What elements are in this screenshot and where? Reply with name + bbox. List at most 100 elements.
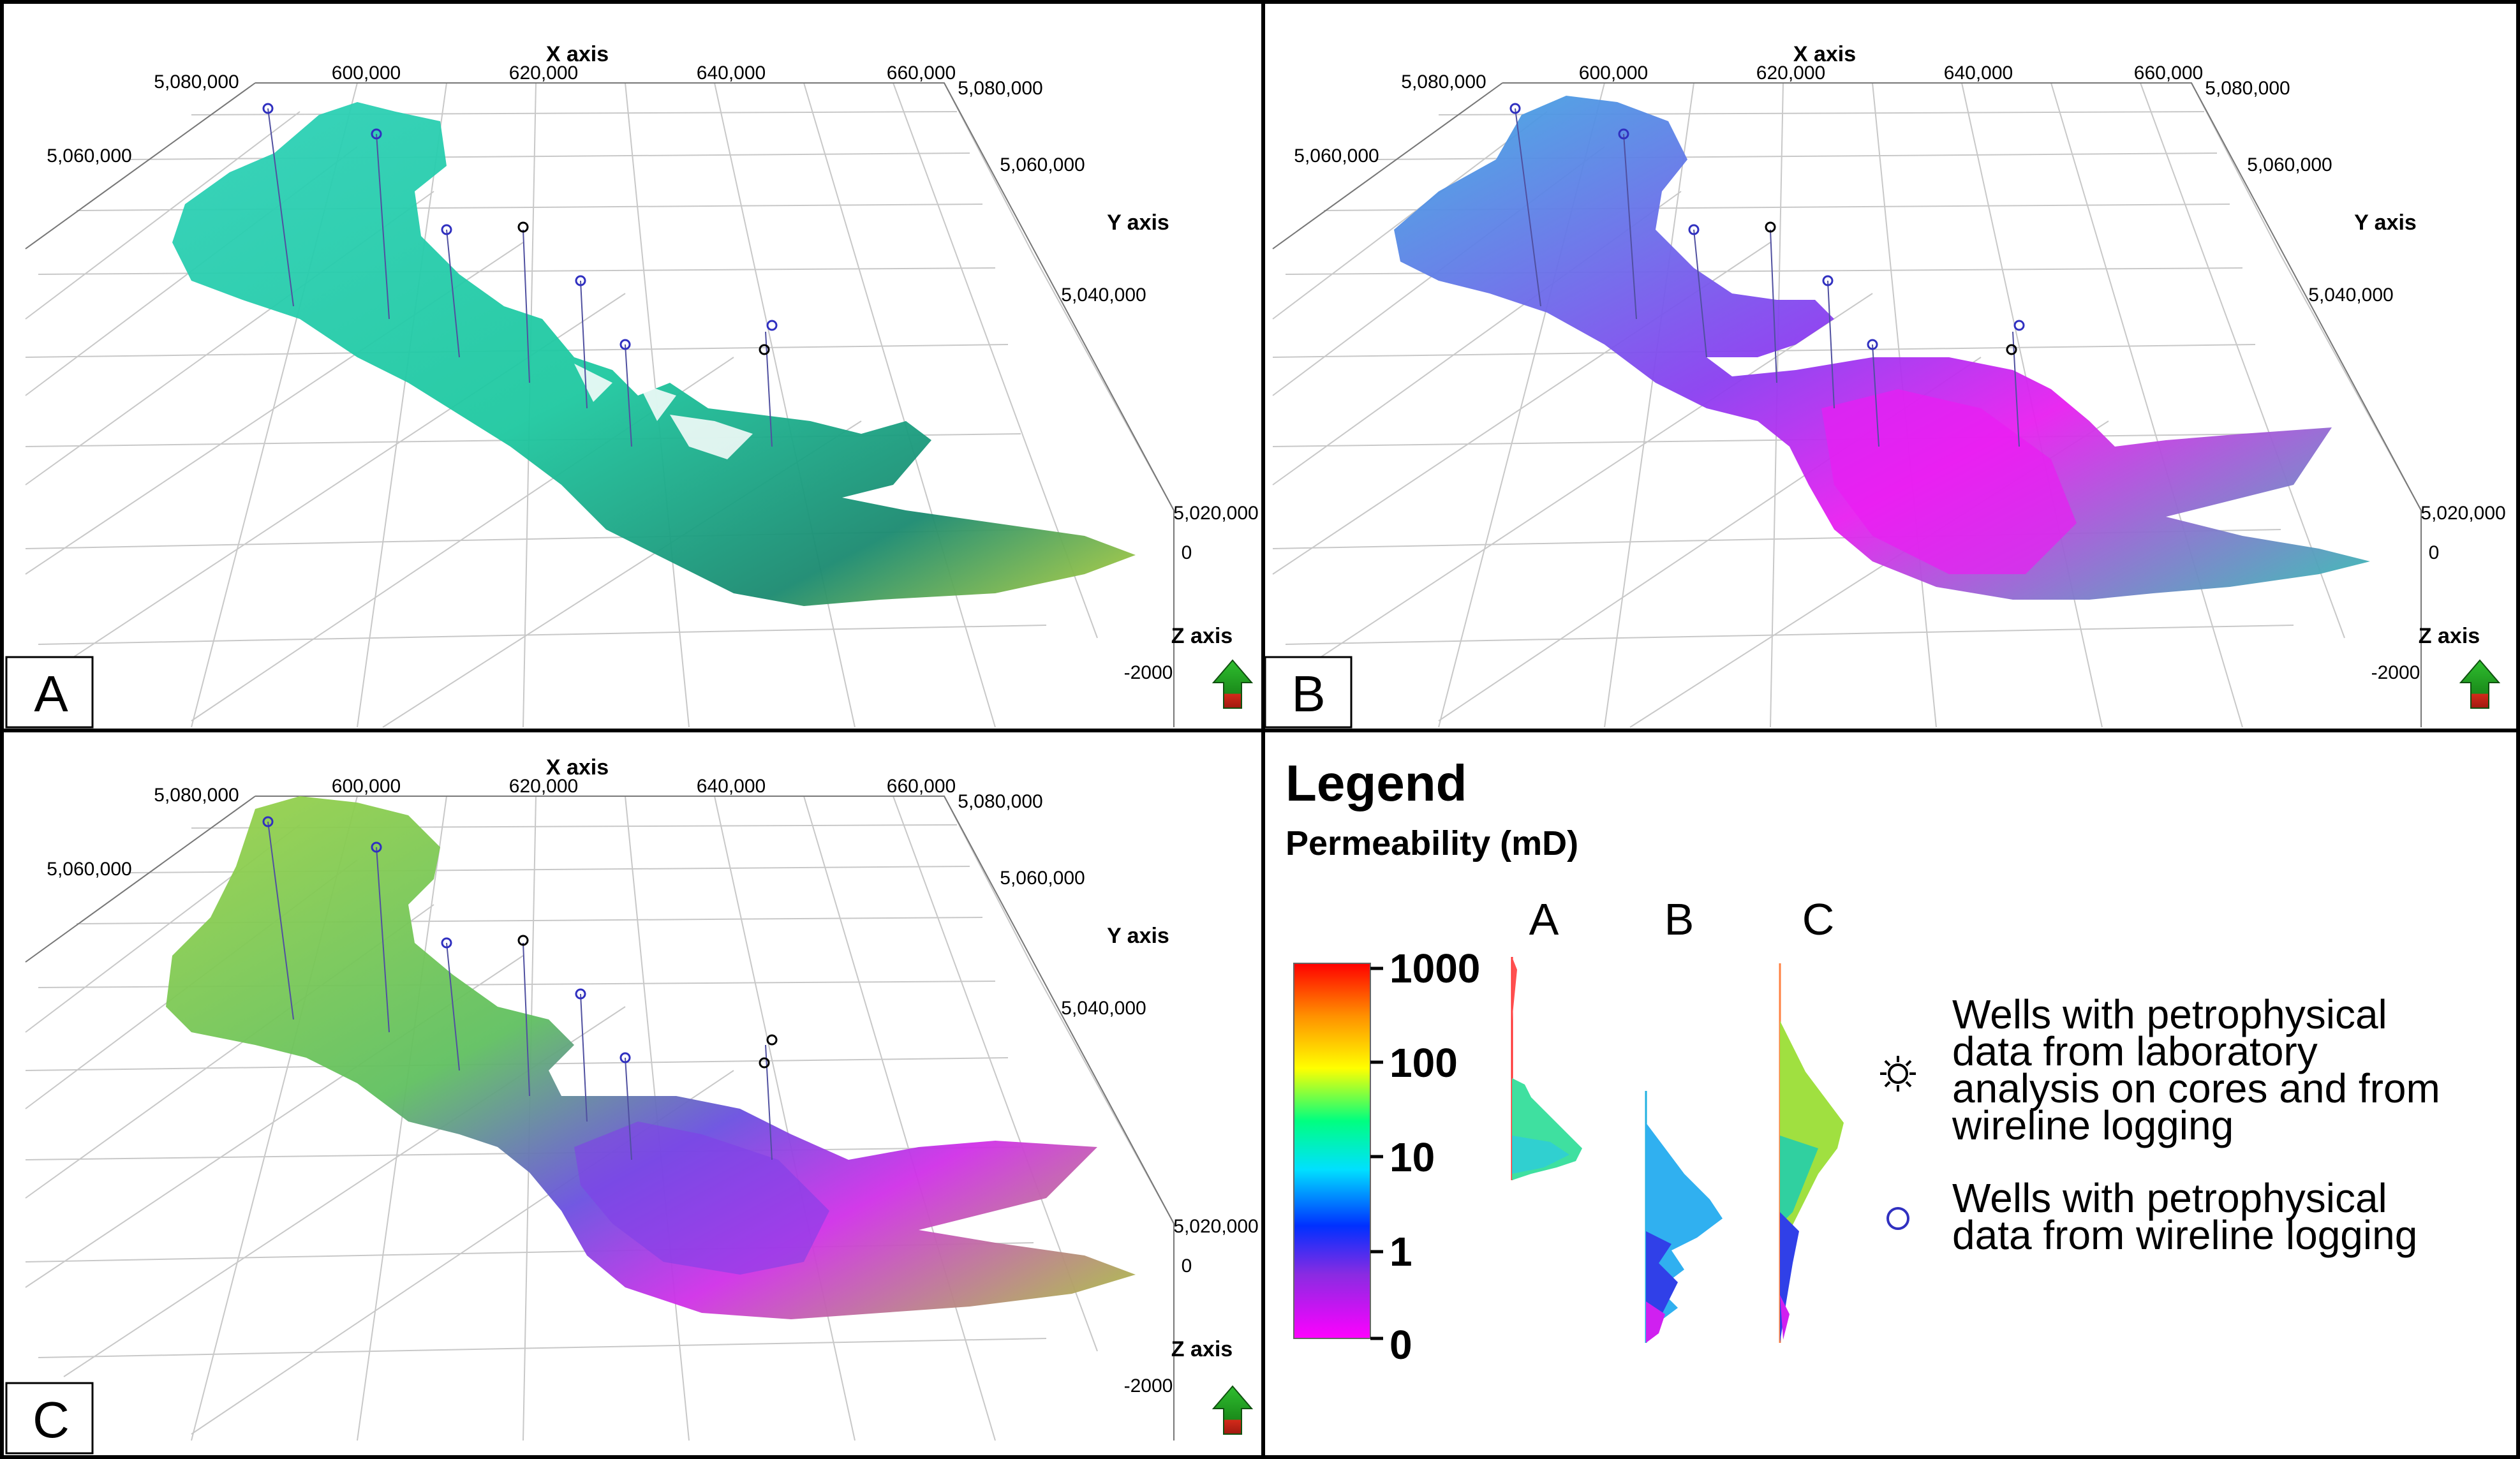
panel-c-core-well-markers: [517, 935, 778, 1069]
scale-ticks: [1370, 966, 1383, 1340]
panel-a-label-box: [5, 656, 94, 729]
y-tick: 5,060,000: [2247, 154, 2332, 175]
x-tick-left: 5,080,000: [154, 71, 239, 93]
x-tick: 640,000: [697, 776, 766, 797]
well-logging-line: data from wireline logging: [1952, 1212, 2417, 1258]
panel-c-wells: [267, 821, 773, 1160]
z-tick: 0: [2429, 542, 2440, 563]
y-tick: 5,040,000: [1061, 998, 1146, 1019]
scale-label: 10: [1390, 1134, 1435, 1180]
y-tick: 5,080,000: [958, 78, 1042, 99]
z-tick: -2000: [1124, 662, 1173, 683]
x-tick: 620,000: [509, 63, 578, 84]
y-tick: 5,060,000: [1000, 154, 1085, 175]
panel-c-box-frame: [25, 796, 1175, 1440]
y-tick: 5,080,000: [958, 791, 1042, 812]
north-arrow-icon: [1212, 659, 1254, 709]
y-axis-label: Y axis: [2354, 211, 2417, 235]
panel-c-label-box: [5, 1382, 94, 1455]
panel-c-reservoir-body: [166, 796, 1136, 1319]
y-tick: 5,080,000: [2205, 78, 2290, 99]
panel-b-well-markers: [1509, 103, 2025, 350]
scale-label: 1000: [1390, 945, 1480, 991]
x-tick: 620,000: [509, 776, 578, 797]
well-core-line: data from laboratory: [1952, 1028, 2318, 1074]
well-logging-legend-text: Wells with petrophysical data from wirel…: [1952, 1175, 2417, 1258]
well-core-line: analysis on cores and from: [1952, 1065, 2440, 1111]
panel-a-well-markers: [262, 103, 778, 350]
panel-b-core-well-markers: [1765, 221, 2017, 355]
left-y-tick: 5,060,000: [47, 145, 131, 167]
panel-a-box-frame: [25, 82, 1175, 727]
panel-a: X axis 5,080,000 600,000 620,000 640,000…: [5, 42, 1259, 729]
x-tick: 660,000: [887, 63, 956, 84]
well-core-line: wireline logging: [1952, 1102, 2234, 1148]
x-tick: 600,000: [332, 63, 401, 84]
scale-label: 0: [1390, 1322, 1412, 1368]
well-core-legend-text: Wells with petrophysical data from labor…: [1952, 991, 2452, 1148]
z-tick: -2000: [2371, 662, 2420, 683]
panel-b-label: B: [1291, 665, 1325, 722]
y-tick: 5,040,000: [1061, 285, 1146, 306]
panel-b: X axis 5,080,000 600,000 620,000 640,000…: [1264, 42, 2506, 729]
histogram-c: [1779, 963, 1844, 1343]
x-tick: 660,000: [2134, 63, 2203, 84]
scale-label: 100: [1390, 1040, 1458, 1086]
y-tick: 5,020,000: [1173, 1216, 1258, 1237]
y-axis-label: Y axis: [1107, 924, 1169, 948]
left-y-tick: 5,060,000: [47, 859, 131, 880]
panel-c-low-perm-zone: [574, 1122, 829, 1275]
x-tick: 640,000: [697, 63, 766, 84]
panel-b-high-perm-zone: [1821, 389, 2077, 574]
x-axis-label: X axis: [546, 42, 609, 66]
legend-title: Legend: [1286, 755, 1467, 811]
legend-column-a: A: [1529, 894, 1559, 944]
x-tick-left: 5,080,000: [1401, 71, 1486, 93]
panel-b-box-frame: [1272, 82, 2422, 727]
x-tick: 660,000: [887, 776, 956, 797]
left-y-tick: 5,060,000: [1294, 145, 1379, 167]
x-axis-label: X axis: [1793, 42, 1856, 66]
legend-column-b: B: [1664, 894, 1694, 944]
z-axis-label: Z axis: [2419, 624, 2480, 648]
histogram-a: [1511, 957, 1582, 1180]
panel-a-data-gaps: [574, 364, 753, 459]
x-tick: 600,000: [332, 776, 401, 797]
z-tick: 0: [1182, 542, 1192, 563]
legend: Legend Permeability (mD) A B C 1000 100 …: [1286, 755, 2452, 1368]
panel-a-core-well-markers: [517, 221, 770, 355]
panel-a-reservoir-body: [172, 102, 1136, 606]
legend-column-c: C: [1802, 894, 1835, 944]
y-tick: 5,040,000: [2308, 285, 2393, 306]
panel-a-wells: [267, 108, 773, 447]
x-tick: 640,000: [1944, 63, 2013, 84]
scale-label: 1: [1390, 1229, 1412, 1275]
panel-a-label: A: [34, 665, 68, 722]
well-core-line: Wells with petrophysical: [1952, 991, 2387, 1037]
z-tick: 0: [1182, 1255, 1192, 1277]
panel-c: X axis 5,080,000 600,000 620,000 640,000…: [5, 755, 1259, 1455]
legend-subtitle: Permeability (mD): [1286, 824, 1578, 863]
x-tick: 600,000: [1579, 63, 1648, 84]
x-axis-label: X axis: [546, 755, 609, 780]
panel-c-well-markers: [262, 816, 631, 1063]
y-axis-label: Y axis: [1107, 211, 1169, 235]
north-arrow-icon: [1212, 1385, 1254, 1435]
x-tick-left: 5,080,000: [154, 785, 239, 806]
panel-b-label-box: [1264, 656, 1353, 729]
z-axis-label: Z axis: [1171, 624, 1233, 648]
x-tick: 620,000: [1756, 63, 1825, 84]
z-tick: -2000: [1124, 1375, 1173, 1396]
panel-b-reservoir-body: [1394, 96, 2370, 600]
well-logging-line: Wells with petrophysical: [1952, 1175, 2387, 1221]
panel-b-wells: [1515, 108, 2020, 447]
y-tick: 5,020,000: [1173, 503, 1258, 524]
north-arrow-icon: [2459, 659, 2501, 709]
permeability-color-scale: [1293, 963, 1371, 1339]
panel-c-label: C: [33, 1391, 70, 1448]
y-tick: 5,020,000: [2420, 503, 2505, 524]
histogram-b: [1645, 1091, 1723, 1343]
z-axis-label: Z axis: [1171, 1337, 1233, 1361]
y-tick: 5,060,000: [1000, 868, 1085, 889]
